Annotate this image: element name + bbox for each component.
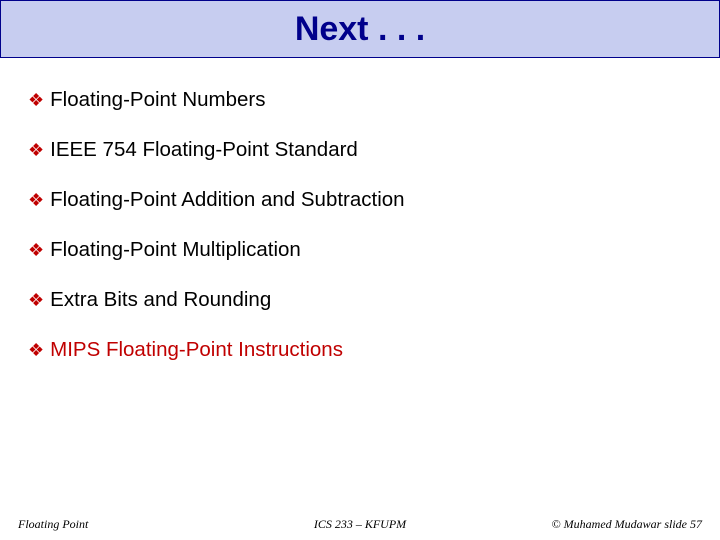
- list-item: ❖ MIPS Floating-Point Instructions: [28, 338, 692, 362]
- bullet-text: Floating-Point Multiplication: [50, 238, 301, 262]
- footer: Floating Point ICS 233 – KFUPM © Muhamed…: [0, 517, 720, 532]
- bullet-text: Floating-Point Addition and Subtraction: [50, 188, 404, 212]
- footer-right: © Muhamed Mudawar slide 57: [552, 517, 702, 532]
- bullet-text: Extra Bits and Rounding: [50, 288, 271, 312]
- diamond-bullet-icon: ❖: [28, 238, 44, 262]
- list-item: ❖ Floating-Point Multiplication: [28, 238, 692, 262]
- footer-left: Floating Point: [18, 517, 88, 532]
- diamond-bullet-icon: ❖: [28, 288, 44, 312]
- list-item: ❖ Floating-Point Addition and Subtractio…: [28, 188, 692, 212]
- diamond-bullet-icon: ❖: [28, 138, 44, 162]
- diamond-bullet-icon: ❖: [28, 338, 44, 362]
- list-item: ❖ IEEE 754 Floating-Point Standard: [28, 138, 692, 162]
- bullet-text-highlight: MIPS Floating-Point Instructions: [50, 338, 343, 362]
- bullet-text: Floating-Point Numbers: [50, 88, 265, 112]
- title-bar: Next . . .: [0, 0, 720, 58]
- slide-title: Next . . .: [295, 10, 425, 49]
- footer-center: ICS 233 – KFUPM: [314, 517, 406, 532]
- diamond-bullet-icon: ❖: [28, 88, 44, 112]
- bullet-text: IEEE 754 Floating-Point Standard: [50, 138, 358, 162]
- list-item: ❖ Floating-Point Numbers: [28, 88, 692, 112]
- content-area: ❖ Floating-Point Numbers ❖ IEEE 754 Floa…: [0, 58, 720, 362]
- diamond-bullet-icon: ❖: [28, 188, 44, 212]
- list-item: ❖ Extra Bits and Rounding: [28, 288, 692, 312]
